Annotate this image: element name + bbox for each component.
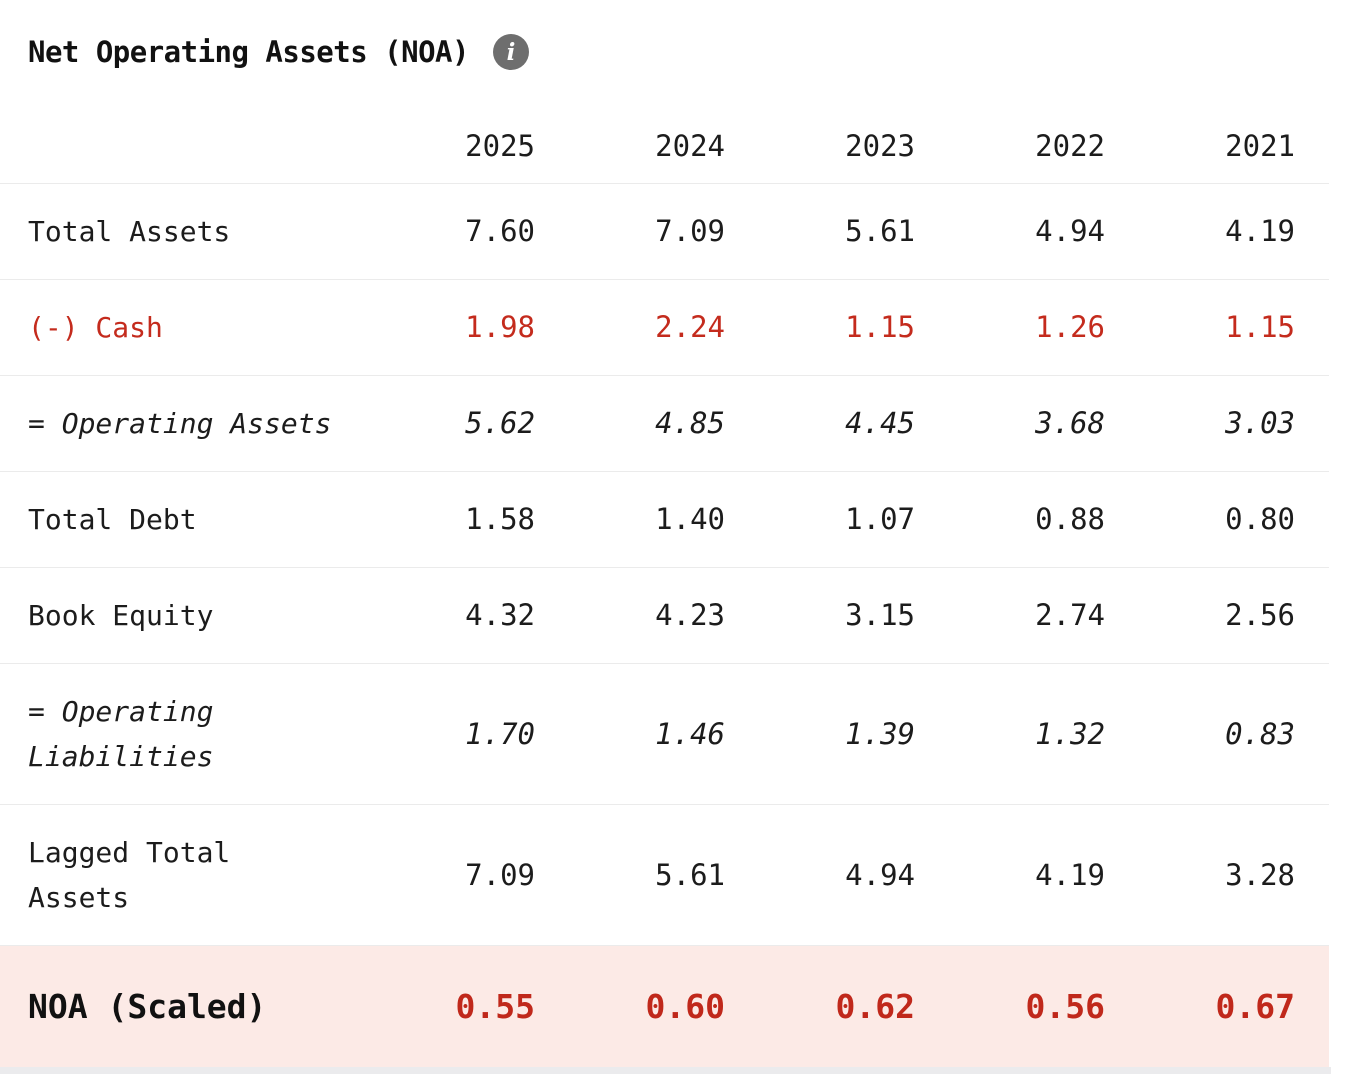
cell-value: 4.94 bbox=[725, 804, 915, 946]
noa-table: 2025 2024 2023 2022 2021 Total Assets 7.60 7.0… bbox=[0, 72, 1329, 1067]
row-label: = Operating Liabilities bbox=[0, 663, 345, 805]
column-header-year: 2023 bbox=[725, 72, 915, 184]
cell-value: 1.39 bbox=[725, 663, 915, 805]
column-header-year: 2021 bbox=[1105, 72, 1329, 184]
cell-value: 1.15 bbox=[725, 279, 915, 376]
table-row: NOA (Scaled) 0.55 0.60 0.62 0.56 0.67 bbox=[0, 945, 1329, 1067]
table-row: (-) Cash 1.98 2.24 1.15 1.26 1.15 bbox=[0, 279, 1329, 376]
cell-value: 1.70 bbox=[345, 663, 535, 805]
cell-value: 5.62 bbox=[345, 375, 535, 472]
cell-value: 0.83 bbox=[1105, 663, 1329, 805]
row-label: Total Debt bbox=[0, 471, 345, 568]
cell-value: 5.61 bbox=[725, 183, 915, 280]
cell-value: 1.07 bbox=[725, 471, 915, 568]
cell-value: 7.09 bbox=[345, 804, 535, 946]
cell-value: 0.62 bbox=[725, 945, 915, 1067]
row-label: (-) Cash bbox=[0, 279, 345, 376]
cell-value: 4.23 bbox=[535, 567, 725, 664]
cell-value: 2.56 bbox=[1105, 567, 1329, 664]
table-row: Book Equity 4.32 4.23 3.15 2.74 2.56 bbox=[0, 567, 1329, 664]
cell-value: 2.24 bbox=[535, 279, 725, 376]
info-icon[interactable]: i bbox=[492, 34, 529, 70]
page-title: Net Operating Assets (NOA) bbox=[28, 35, 469, 69]
table-header-row: 2025 2024 2023 2022 2021 bbox=[0, 72, 1329, 184]
table-row: Total Assets 7.60 7.09 5.61 4.94 4.19 bbox=[0, 183, 1329, 280]
cell-value: 0.56 bbox=[915, 945, 1105, 1067]
cell-value: 4.45 bbox=[725, 375, 915, 472]
cell-value: 7.09 bbox=[535, 183, 725, 280]
cell-value: 4.19 bbox=[915, 804, 1105, 946]
cell-value: 1.26 bbox=[915, 279, 1105, 376]
cell-value: 3.03 bbox=[1105, 375, 1329, 472]
column-header-year: 2024 bbox=[535, 72, 725, 184]
cell-value: 4.94 bbox=[915, 183, 1105, 280]
table-row: = Operating Assets 5.62 4.85 4.45 3.68 3.03 bbox=[0, 375, 1329, 472]
cell-value: 1.15 bbox=[1105, 279, 1329, 376]
noa-table-container: 2025 2024 2023 2022 2021 Total Assets 7.60 7.0… bbox=[0, 72, 1331, 1074]
row-label: Total Assets bbox=[0, 183, 345, 280]
cell-value: 1.40 bbox=[535, 471, 725, 568]
cell-value: 1.58 bbox=[345, 471, 535, 568]
column-header-year: 2022 bbox=[915, 72, 1105, 184]
cell-value: 0.80 bbox=[1105, 471, 1329, 568]
cell-value: 4.85 bbox=[535, 375, 725, 472]
row-label: NOA (Scaled) bbox=[0, 945, 345, 1067]
row-label: Lagged Total Assets bbox=[0, 804, 345, 946]
section-header: Net Operating Assets (NOA) i bbox=[0, 0, 1352, 72]
column-header-year: 2025 bbox=[345, 72, 535, 184]
cell-value: 0.55 bbox=[345, 945, 535, 1067]
cell-value: 0.88 bbox=[915, 471, 1105, 568]
cell-value: 5.61 bbox=[535, 804, 725, 946]
table-row: Total Debt 1.58 1.40 1.07 0.88 0.80 bbox=[0, 471, 1329, 568]
cell-value: 1.32 bbox=[915, 663, 1105, 805]
cell-value: 7.60 bbox=[345, 183, 535, 280]
row-label: Book Equity bbox=[0, 567, 345, 664]
horizontal-scrollbar[interactable] bbox=[0, 1067, 1331, 1074]
cell-value: 3.28 bbox=[1105, 804, 1329, 946]
table-row: = Operating Liabilities 1.70 1.46 1.39 1.32 0… bbox=[0, 663, 1329, 805]
cell-value: 3.68 bbox=[915, 375, 1105, 472]
cell-value: 0.60 bbox=[535, 945, 725, 1067]
table-row: Lagged Total Assets 7.09 5.61 4.94 4.19 3.28 bbox=[0, 804, 1329, 946]
header-label-spacer bbox=[0, 72, 345, 184]
cell-value: 4.19 bbox=[1105, 183, 1329, 280]
row-label: = Operating Assets bbox=[0, 375, 345, 472]
cell-value: 3.15 bbox=[725, 567, 915, 664]
cell-value: 4.32 bbox=[345, 567, 535, 664]
cell-value: 0.67 bbox=[1105, 945, 1329, 1067]
table-body: Total Assets 7.60 7.09 5.61 4.94 4.19 (-) Cash… bbox=[0, 183, 1329, 1067]
cell-value: 1.98 bbox=[345, 279, 535, 376]
cell-value: 1.46 bbox=[535, 663, 725, 805]
cell-value: 2.74 bbox=[915, 567, 1105, 664]
